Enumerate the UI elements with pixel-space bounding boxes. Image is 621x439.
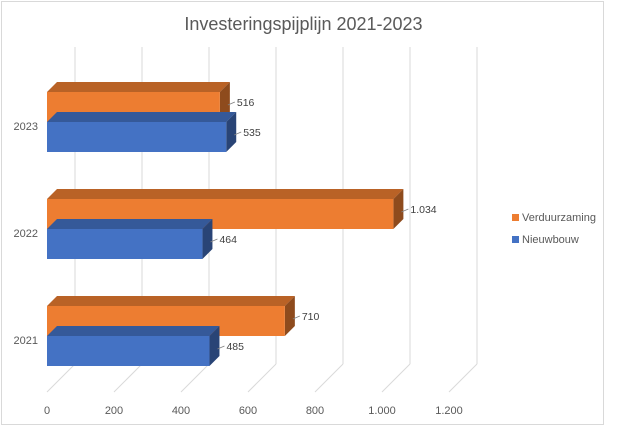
data-label: 485 [226,341,244,353]
gridline-depth [180,363,210,393]
bar-side-verduurzaming [284,296,295,336]
data-label-leader [292,315,301,320]
legend-swatch-verduurzaming [512,214,519,221]
gridline-depth [314,363,344,393]
x-tick-label: 1.200 [435,405,463,417]
data-label-leader [234,131,242,136]
data-label: 710 [302,311,320,323]
y-tick-label: 2022 [14,228,38,240]
gridline-depth [46,363,76,393]
x-tick-label: 1.000 [368,405,396,417]
bar-top-verduurzaming [47,296,295,306]
chart-title: Investeringspijplijn 2021-2023 [184,14,423,34]
bar-top-nieuwbouw [47,112,237,122]
x-tick-label: 800 [306,405,324,417]
data-label-leader [227,101,236,106]
data-label-leader [210,238,218,243]
data-label-leader [217,345,225,350]
data-label: 516 [237,97,255,109]
x-tick-label: 0 [44,405,50,417]
chart-area: Investeringspijplijn 2021-2023 0 200 400 60… [1,1,604,425]
bar-top-verduurzaming [47,82,230,92]
bar-side-nieuwbouw [209,326,220,366]
x-tick-label: 200 [105,405,123,417]
data-label: 464 [219,234,237,246]
bar-nieuwbouw [47,122,227,152]
gridline-depth [247,363,277,393]
gridline-depth [113,363,143,393]
y-tick-label: 2021 [14,335,38,347]
bar-side-verduurzaming [393,189,404,229]
data-label: 1.034 [410,204,436,216]
bar-side-nieuwbouw [226,112,237,152]
bar-top-nieuwbouw [47,219,213,229]
x-tick-label: 600 [239,405,257,417]
chart-plot: 0 200 400 600 800 1.000 1.200 2021 2022 2023 710 48… [14,47,596,417]
data-label: 535 [243,127,261,139]
bar-nieuwbouw [47,336,210,366]
bar-nieuwbouw [47,229,203,259]
legend-label-nieuwbouw: Nieuwbouw [522,234,579,246]
data-label-leader [401,208,409,213]
y-tick-label: 2023 [14,121,38,133]
bar-top-nieuwbouw [47,326,220,336]
gridline-depth [381,363,411,393]
gridline-depth [448,363,478,393]
legend-label-verduurzaming: Verduurzaming [522,212,596,224]
legend-swatch-nieuwbouw [512,236,519,243]
bar-top-verduurzaming [47,189,404,199]
bar-side-nieuwbouw [202,219,213,259]
x-tick-label: 400 [172,405,190,417]
